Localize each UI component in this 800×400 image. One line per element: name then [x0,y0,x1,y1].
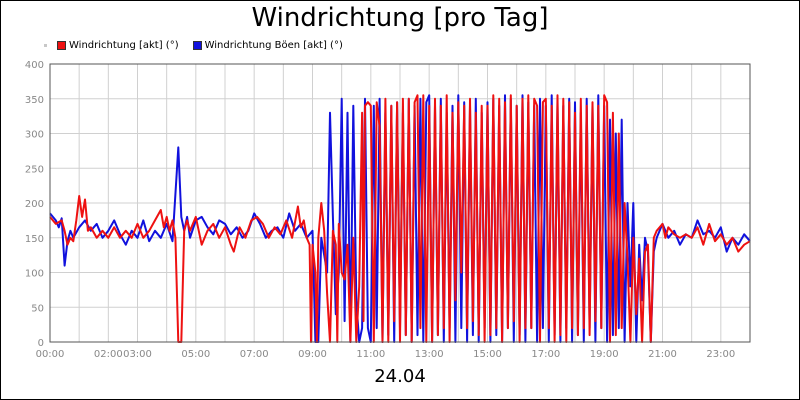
series-line-1 [49,94,751,343]
x-tick-label: 13:00 [415,349,444,360]
legend-swatch-blue [192,40,202,50]
x-tick-label: 00:00 [36,349,65,360]
x-tick-label: 23:00 [706,349,735,360]
x-tick-label: 02:00 [94,349,123,360]
y-tick-label: 50 [31,303,44,314]
x-tick-label: 17:00 [531,349,560,360]
legend-swatch-red [57,40,66,50]
plot-border [49,63,751,343]
legend-label-series-2: Windrichtung Böen [akt] (°) [204,39,343,51]
legend-item-series-2: Windrichtung Böen [akt] (°) [192,39,343,51]
y-tick-label: 400 [25,60,44,71]
chart-title: Windrichtung [pro Tag] [251,3,549,33]
y-axis-ticks: 0 50 100 150 200 250 300 350 400 [25,60,44,349]
x-tick-label: 03:00 [123,349,152,360]
x-tick-label: 15:00 [473,349,502,360]
x-tick-label: 19:00 [590,349,619,360]
y-tick-label: 200 [25,199,44,210]
legend-handle-icon [44,43,47,47]
x-tick-label: 11:00 [356,349,385,360]
y-tick-label: 300 [25,130,44,141]
x-tick-label: 21:00 [648,349,677,360]
y-tick-label: 100 [25,269,44,280]
legend-label-series-1: Windrichtung [akt] (°) [69,39,179,51]
y-tick-label: 0 [38,338,44,349]
y-tick-label: 250 [25,164,44,175]
legend-item-series-1: Windrichtung [akt] (°) [57,40,179,51]
date-label: 24.04 [374,366,426,387]
x-tick-label: 05:00 [181,349,210,360]
y-tick-label: 150 [25,234,44,245]
x-axis-ticks: 00:00 02:00 03:00 05:00 07:00 09:00 11:00 13:00… [36,349,736,360]
y-tick-label: 350 [25,95,44,106]
series-lines [49,94,751,343]
legend: Windrichtung [akt] (°) Windrichtung Böen… [44,38,357,52]
x-tick-label: 09:00 [298,349,327,360]
x-tick-label: 07:00 [240,349,269,360]
